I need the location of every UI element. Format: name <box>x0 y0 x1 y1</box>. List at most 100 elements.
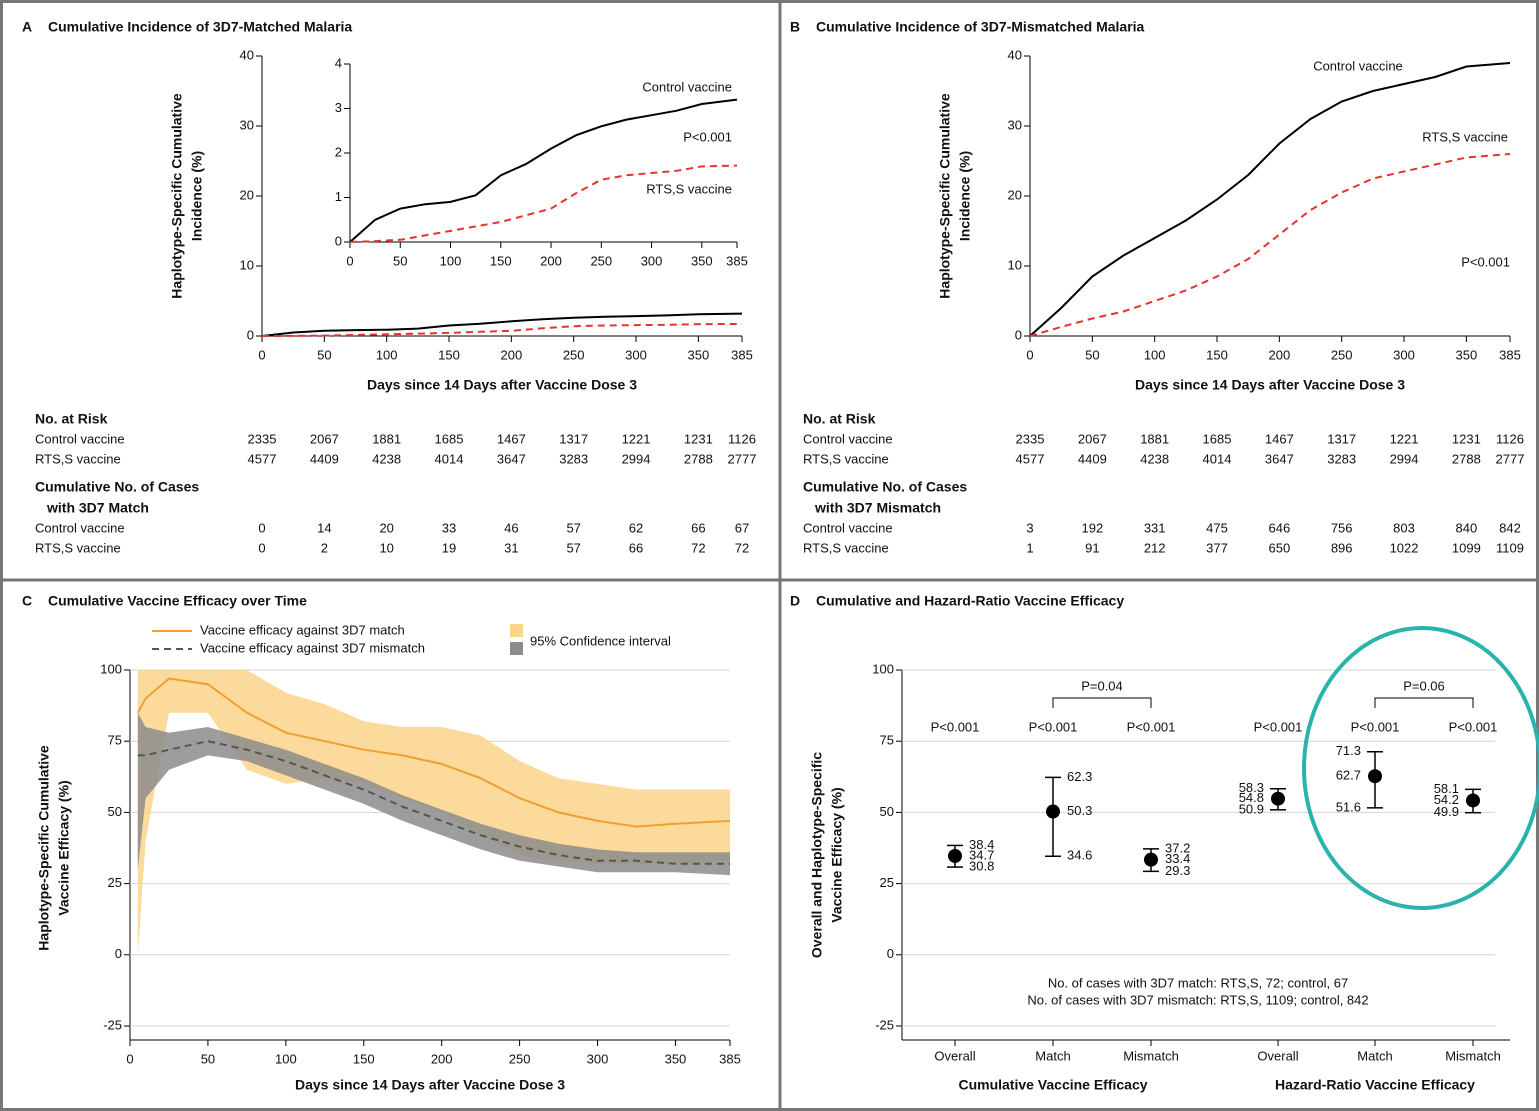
x-tick-label: 250 <box>563 347 585 362</box>
x-tick-label: 150 <box>438 347 460 362</box>
note: No. of cases with 3D7 mismatch: RTS,S, 1… <box>1027 992 1368 1007</box>
table-cell: 0 <box>258 540 265 555</box>
y-tick-label: 1 <box>335 189 342 204</box>
y-axis-label: Vaccine Efficacy (%) <box>56 780 72 915</box>
x-tick-label: 200 <box>431 1051 453 1066</box>
table-title: with 3D7 Match <box>46 500 149 516</box>
y-tick-label: 2 <box>335 144 342 159</box>
y-axis-label: Incidence (%) <box>957 151 973 241</box>
table-title: Cumulative No. of Cases <box>35 479 199 495</box>
table-cell: 57 <box>566 540 580 555</box>
value-label: 71.3 <box>1336 743 1361 758</box>
table-cell: 1221 <box>1390 431 1419 446</box>
table-cell: 1109 <box>1496 540 1524 555</box>
x-tick-label: Mismatch <box>1445 1048 1501 1063</box>
y-axis-label: Overall and Haplotype-Specific <box>809 752 825 958</box>
table-cell: 1221 <box>622 431 651 446</box>
value-label: 49.9 <box>1434 804 1459 819</box>
point <box>1368 769 1382 784</box>
value-label: 54.8 <box>1239 790 1264 805</box>
series-line <box>261 323 743 337</box>
y-tick-label: 20 <box>1008 187 1022 202</box>
inset-background <box>320 56 747 274</box>
table-row-label: Control vaccine <box>35 520 125 535</box>
y-tick-label: 0 <box>247 327 254 342</box>
x-tick-label: 350 <box>1456 347 1478 362</box>
value-label: 50.9 <box>1239 801 1264 816</box>
value-label: 33.4 <box>1165 851 1190 866</box>
table-cell: 1099 <box>1452 540 1481 555</box>
value-label: 34.6 <box>1067 848 1092 863</box>
table-cell: 4014 <box>1203 451 1232 466</box>
table-title: No. at Risk <box>35 411 108 427</box>
table-cell: 31 <box>504 540 518 555</box>
comparison-bracket <box>1052 697 1152 708</box>
table-cell: 2335 <box>248 431 277 446</box>
table-cell: 1467 <box>497 431 526 446</box>
x-tick-label: 0 <box>258 347 265 362</box>
series-label: RTS,S vaccine <box>1422 129 1508 144</box>
highlight-circle <box>1302 626 1539 910</box>
point <box>1271 791 1285 806</box>
p-value: P<0.001 <box>1449 719 1498 734</box>
x-tick-label: 0 <box>126 1051 133 1066</box>
y-tick-label: 25 <box>108 875 122 890</box>
table-cell: 1022 <box>1390 540 1419 555</box>
series-line <box>1029 62 1511 337</box>
p-value: P<0.001 <box>1351 719 1400 734</box>
table-cell: 4238 <box>1140 451 1169 466</box>
y-tick-label: 50 <box>108 804 122 819</box>
y-tick-label: 30 <box>240 117 254 132</box>
table-title: with 3D7 Mismatch <box>814 500 941 516</box>
table-cell: 2777 <box>1496 451 1525 466</box>
table-cell: 331 <box>1144 520 1166 535</box>
y-axis-label: Incidence (%) <box>189 151 205 241</box>
table-cell: 0 <box>258 520 265 535</box>
table-cell: 2777 <box>728 451 757 466</box>
table-cell: 62 <box>629 520 643 535</box>
legend-label: Vaccine efficacy against 3D7 match <box>200 622 405 637</box>
table-cell: 4577 <box>1016 451 1045 466</box>
panel-letter: C <box>22 593 32 609</box>
legend-label: 95% Confidence interval <box>530 633 671 648</box>
y-tick-label: 3 <box>335 100 342 115</box>
x-tick-label: Match <box>1357 1048 1392 1063</box>
x-tick-label: Match <box>1035 1048 1070 1063</box>
point <box>948 848 962 863</box>
value-label: 62.7 <box>1336 768 1361 783</box>
table-cell: 646 <box>1268 520 1290 535</box>
y-tick-label: 0 <box>115 946 122 961</box>
panel-letter: D <box>790 593 800 609</box>
x-tick-label: 385 <box>731 347 753 362</box>
table-cell: 896 <box>1331 540 1353 555</box>
table-cell: 4409 <box>310 451 339 466</box>
group-label: Cumulative Vaccine Efficacy <box>958 1077 1147 1093</box>
table-cell: 1881 <box>1140 431 1169 446</box>
table-cell: 3647 <box>497 451 526 466</box>
x-tick-label: 350 <box>688 347 710 362</box>
y-tick-label: 75 <box>108 733 122 748</box>
table-cell: 57 <box>566 520 580 535</box>
x-tick-label: 100 <box>376 347 398 362</box>
y-axis-label: Vaccine Efficacy (%) <box>829 787 845 922</box>
p-value: P<0.001 <box>1254 719 1303 734</box>
table-cell: 2067 <box>1078 431 1107 446</box>
table-cell: 91 <box>1085 540 1099 555</box>
table-cell: 1126 <box>1496 431 1524 446</box>
comparison-label: P=0.06 <box>1403 678 1445 693</box>
comparison-label: P=0.04 <box>1081 678 1123 693</box>
value-label: 54.2 <box>1434 792 1459 807</box>
series-line <box>349 164 738 243</box>
table-cell: 1231 <box>684 431 713 446</box>
x-tick-label: 0 <box>346 253 353 268</box>
group-label: Hazard-Ratio Vaccine Efficacy <box>1275 1077 1475 1093</box>
x-axis-label: Days since 14 Days after Vaccine Dose 3 <box>1135 377 1405 393</box>
table-cell: 212 <box>1144 540 1166 555</box>
confidence-band <box>137 670 731 955</box>
table-cell: 1685 <box>435 431 464 446</box>
table-cell: 14 <box>317 520 331 535</box>
panel-letter: B <box>790 19 800 35</box>
x-tick-label: 250 <box>590 253 612 268</box>
point <box>1144 852 1158 867</box>
